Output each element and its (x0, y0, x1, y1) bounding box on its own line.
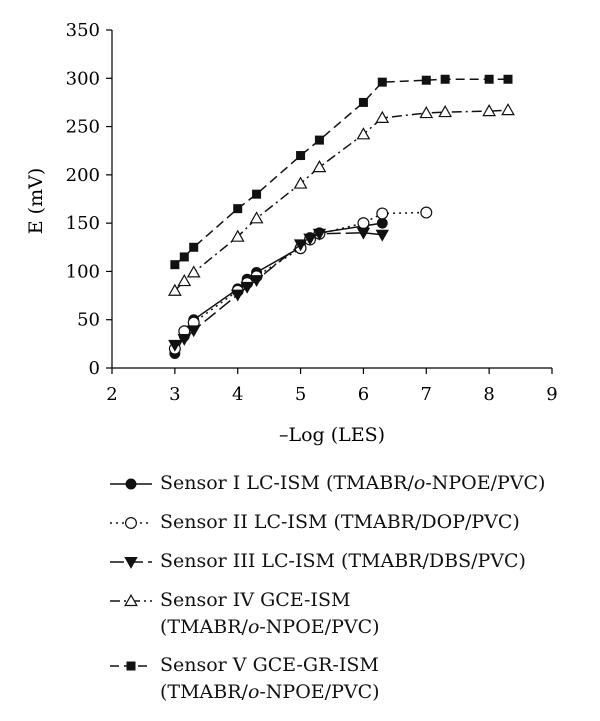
data-point-sensor-4 (438, 105, 453, 118)
data-point-sensor-5 (503, 74, 513, 84)
x-tick-label: 8 (483, 384, 494, 405)
y-tick-label: 0 (89, 358, 100, 379)
data-point-sensor-3 (231, 289, 245, 302)
data-point-sensor-3 (187, 325, 201, 338)
series-line-sensor-5 (174, 78, 508, 266)
data-point-sensor-4 (230, 229, 245, 242)
data-point-sensor-4 (249, 211, 264, 224)
series-sensor-2 (168, 206, 433, 355)
data-point-sensor-5 (252, 189, 262, 199)
legend-item-sensor-3: Sensor III LC-ISM (TMABR/DBS/PVC) (108, 548, 588, 576)
x-tick-label: 5 (295, 384, 306, 405)
series-line-sensor-1 (174, 222, 383, 354)
x-tick-label: 3 (169, 384, 180, 405)
data-point-sensor-4 (312, 160, 327, 173)
data-point-sensor-3 (249, 275, 264, 287)
data-point-sensor-4 (482, 104, 497, 117)
series-sensor-1 (169, 217, 388, 359)
series-sensor-5 (170, 74, 513, 270)
chart-plot: 0 50 100 150 200 250 300 350 2 3 4 5 6 7 8 9 E (mV) –Lo… (25, 20, 558, 446)
series-line-sensor-3 (174, 232, 383, 346)
y-tick-label: 100 (66, 261, 100, 282)
data-point-sensor-4 (293, 176, 308, 189)
data-point-sensor-5 (296, 151, 306, 161)
data-point-sensor-5 (314, 135, 324, 145)
data-point-sensor-3 (240, 281, 254, 294)
y-tick-label: 350 (66, 20, 100, 41)
data-point-sensor-5 (179, 252, 189, 262)
data-point-sensor-2 (357, 217, 370, 230)
legend-label-sensor-3: Sensor III LC-ISM (TMABR/DBS/PVC) (160, 550, 526, 572)
data-point-sensor-5 (377, 77, 387, 87)
x-tick-label: 7 (421, 384, 432, 405)
legend-item-sensor-1: Sensor I LC-ISM (TMABR/o-NPOE/PVC) (108, 470, 588, 498)
series-sensor-4 (167, 103, 515, 296)
data-point-sensor-3 (375, 229, 389, 242)
data-point-sensor-3 (356, 227, 371, 240)
series-line-sensor-4 (174, 109, 509, 292)
data-point-sensor-4 (356, 127, 371, 140)
legend-key-sensor-3 (110, 557, 152, 569)
legend-label-sensor-1: Sensor I LC-ISM (TMABR/o-NPOE/PVC) (160, 472, 546, 494)
data-point-sensor-4 (419, 105, 434, 119)
x-axis-label: –Log (LES) (279, 424, 385, 446)
data-point-sensor-2 (420, 206, 433, 219)
x-tick-label: 6 (358, 384, 369, 405)
series-line-sensor-2 (174, 211, 427, 350)
data-point-sensor-5 (170, 260, 180, 270)
data-point-sensor-4 (167, 283, 182, 296)
data-point-sensor-1 (376, 217, 388, 229)
y-axis-label: E (mV) (25, 168, 47, 234)
data-point-sensor-3 (168, 339, 182, 352)
y-tick-label: 150 (66, 213, 100, 234)
x-tick-label: 2 (106, 384, 117, 405)
x-tick-label: 4 (232, 384, 243, 405)
y-tick-label: 300 (66, 68, 100, 89)
legend-marker (124, 557, 138, 569)
legend-marker (125, 517, 138, 530)
chart-axes (111, 30, 552, 369)
data-point-sensor-2 (376, 207, 389, 220)
data-point-sensor-5 (440, 74, 450, 84)
chart-legend: Sensor I LC-ISM (TMABR/o-NPOE/PVC) Senso… (108, 470, 588, 717)
data-point-sensor-5 (233, 204, 243, 214)
series-sensor-3 (168, 227, 389, 352)
data-point-sensor-5 (358, 97, 368, 107)
data-point-sensor-3 (293, 239, 308, 252)
data-point-sensor-4 (375, 110, 390, 123)
legend-item-sensor-4: Sensor IV GCE-ISM (TMABR/o-NPOE/PVC) (108, 587, 588, 641)
y-tick-label: 200 (66, 165, 100, 186)
chart-ticks: 0 50 100 150 200 250 300 350 2 3 4 5 6 7 8 9 (66, 20, 558, 405)
y-tick-label: 250 (66, 117, 100, 138)
legend-label-sensor-5: Sensor V GCE-GR-ISM (TMABR/o-NPOE/PVC) (160, 654, 380, 703)
data-point-sensor-5 (421, 75, 431, 85)
data-point-sensor-3 (312, 228, 327, 241)
legend-key-sensor-5 (110, 661, 152, 671)
legend-marker (124, 593, 138, 607)
legend-key-sensor-1 (110, 478, 152, 490)
legend-marker (125, 478, 137, 490)
data-point-sensor-3 (303, 233, 317, 246)
y-tick-label: 50 (77, 310, 100, 331)
data-point-sensor-4 (177, 274, 192, 287)
legend-item-sensor-2: Sensor II LC-ISM (TMABR/DOP/PVC) (108, 509, 588, 537)
legend-marker (126, 661, 136, 671)
data-point-sensor-5 (484, 74, 494, 84)
data-point-sensor-5 (189, 242, 199, 252)
legend-key-sensor-2 (110, 517, 152, 530)
x-tick-label: 9 (546, 384, 557, 405)
legend-label-sensor-2: Sensor II LC-ISM (TMABR/DOP/PVC) (160, 511, 520, 533)
chart-series-group (167, 74, 515, 359)
legend-key-sensor-4 (110, 593, 152, 607)
legend-item-sensor-5: Sensor V GCE-GR-ISM (TMABR/o-NPOE/PVC) (108, 652, 588, 706)
legend-label-sensor-4: Sensor IV GCE-ISM (TMABR/o-NPOE/PVC) (160, 589, 380, 638)
data-point-sensor-4 (501, 103, 515, 116)
data-point-sensor-4 (186, 265, 201, 278)
data-point-sensor-3 (177, 334, 191, 346)
